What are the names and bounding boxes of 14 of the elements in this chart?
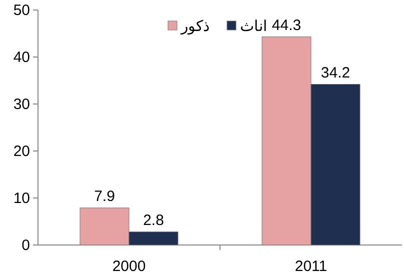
y-tick-label: 40	[13, 49, 30, 66]
x-tick-label: 2011	[294, 258, 328, 275]
y-tick-label: 10	[13, 190, 30, 207]
y-tick-label: 30	[13, 96, 30, 113]
legend-label: ذكور	[180, 18, 210, 35]
data-label: 2.8	[143, 212, 164, 229]
data-label: 7.9	[94, 188, 115, 205]
y-tick-label: 20	[13, 143, 30, 160]
data-label: 44.3	[272, 16, 302, 34]
y-tick-label: 50	[13, 2, 30, 19]
y-tick-label: 0	[22, 237, 30, 254]
data-label: 34.2	[320, 64, 350, 82]
legend-label: اناث	[240, 18, 267, 35]
x-tick-label: 2000	[112, 258, 146, 275]
